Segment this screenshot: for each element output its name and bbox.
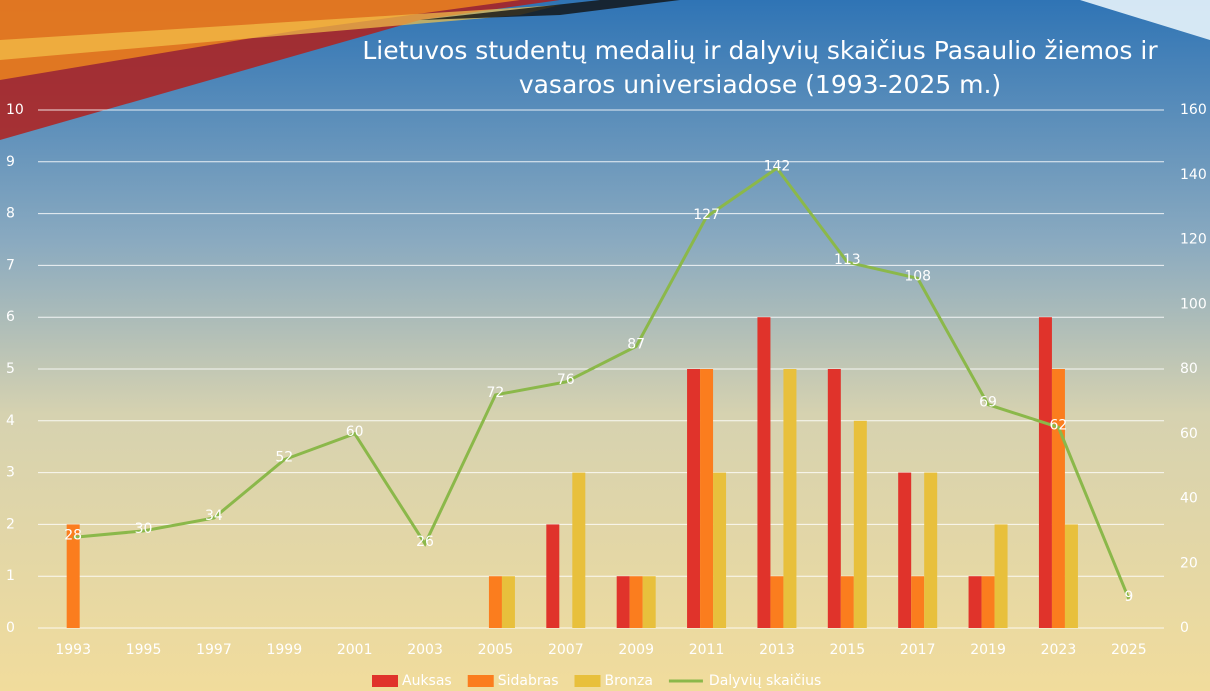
x-tick-label: 1999 bbox=[266, 642, 302, 658]
data-label: 52 bbox=[275, 450, 293, 466]
bar bbox=[783, 369, 796, 628]
y2-tick-label: 120 bbox=[1180, 232, 1207, 248]
page: 0123456789100204060801001201401601993199… bbox=[0, 0, 1210, 691]
x-tick-label: 2017 bbox=[900, 642, 936, 658]
y-tick-label: 0 bbox=[6, 620, 15, 636]
bar bbox=[617, 576, 630, 628]
x-tick-label: 1995 bbox=[126, 642, 162, 658]
y2-tick-label: 40 bbox=[1180, 491, 1198, 507]
bar bbox=[489, 576, 502, 628]
y2-tick-label: 140 bbox=[1180, 167, 1207, 183]
data-label: 62 bbox=[1050, 417, 1068, 433]
bar bbox=[995, 524, 1008, 628]
bar bbox=[757, 317, 770, 628]
data-label: 34 bbox=[205, 508, 223, 524]
y-tick-label: 10 bbox=[6, 102, 24, 118]
bar bbox=[898, 473, 911, 628]
bar bbox=[546, 524, 559, 628]
data-label: 30 bbox=[135, 521, 153, 537]
y-tick-label: 7 bbox=[6, 257, 15, 273]
bar bbox=[700, 369, 713, 628]
chart: 0123456789100204060801001201401601993199… bbox=[0, 0, 1210, 691]
data-label: 87 bbox=[627, 336, 645, 352]
y2-tick-label: 60 bbox=[1180, 426, 1198, 442]
data-label: 60 bbox=[346, 424, 364, 440]
legend-swatch bbox=[575, 675, 601, 687]
bar bbox=[1039, 317, 1052, 628]
x-tick-label: 2025 bbox=[1111, 642, 1147, 658]
bar bbox=[770, 576, 783, 628]
data-label: 28 bbox=[64, 527, 82, 543]
data-label: 72 bbox=[487, 385, 505, 401]
x-tick-label: 2015 bbox=[829, 642, 865, 658]
bar bbox=[572, 473, 585, 628]
y-tick-label: 4 bbox=[6, 413, 15, 429]
bar bbox=[924, 473, 937, 628]
data-label: 76 bbox=[557, 372, 575, 388]
data-label: 142 bbox=[764, 158, 791, 174]
y-tick-label: 3 bbox=[6, 465, 15, 481]
x-tick-label: 2023 bbox=[1041, 642, 1077, 658]
x-tick-label: 2005 bbox=[478, 642, 514, 658]
y2-tick-label: 160 bbox=[1180, 102, 1207, 118]
x-tick-label: 2011 bbox=[689, 642, 725, 658]
bar bbox=[630, 576, 643, 628]
data-label: 127 bbox=[693, 207, 720, 223]
x-tick-label: 1993 bbox=[55, 642, 91, 658]
y-tick-label: 9 bbox=[6, 154, 15, 170]
x-tick-label: 2019 bbox=[970, 642, 1006, 658]
y-tick-label: 2 bbox=[6, 516, 15, 532]
y-tick-label: 8 bbox=[6, 206, 15, 222]
y2-tick-label: 20 bbox=[1180, 555, 1198, 571]
bar bbox=[854, 421, 867, 628]
x-tick-label: 2007 bbox=[548, 642, 584, 658]
chart-title: Lietuvos studentų medalių ir dalyvių ska… bbox=[330, 34, 1190, 102]
legend-label: Dalyvių skaičius bbox=[709, 673, 821, 689]
y2-tick-label: 100 bbox=[1180, 296, 1207, 312]
data-label: 9 bbox=[1124, 589, 1133, 605]
legend-swatch bbox=[372, 675, 398, 687]
y-tick-label: 1 bbox=[6, 568, 15, 584]
data-label: 108 bbox=[904, 268, 931, 284]
bar bbox=[911, 576, 924, 628]
y2-tick-label: 0 bbox=[1180, 620, 1189, 636]
x-tick-label: 2013 bbox=[759, 642, 795, 658]
bar bbox=[502, 576, 515, 628]
bar bbox=[969, 576, 982, 628]
bar bbox=[713, 473, 726, 628]
x-tick-label: 2003 bbox=[407, 642, 443, 658]
bar bbox=[841, 576, 854, 628]
bar bbox=[982, 576, 995, 628]
data-label: 26 bbox=[416, 534, 434, 550]
bar bbox=[643, 576, 656, 628]
legend-swatch bbox=[468, 675, 494, 687]
y2-tick-label: 80 bbox=[1180, 361, 1198, 377]
x-tick-label: 2001 bbox=[337, 642, 373, 658]
data-label: 69 bbox=[979, 395, 997, 411]
bar bbox=[828, 369, 841, 628]
y-tick-label: 5 bbox=[6, 361, 15, 377]
legend-label: Auksas bbox=[402, 673, 452, 689]
legend-label: Sidabras bbox=[498, 673, 559, 689]
background bbox=[0, 0, 1210, 691]
bar bbox=[687, 369, 700, 628]
y-tick-label: 6 bbox=[6, 309, 15, 325]
bar bbox=[1065, 524, 1078, 628]
data-label: 113 bbox=[834, 252, 861, 268]
x-tick-label: 2009 bbox=[618, 642, 654, 658]
x-tick-label: 1997 bbox=[196, 642, 232, 658]
legend-label: Bronza bbox=[605, 673, 653, 689]
bar bbox=[1052, 369, 1065, 628]
